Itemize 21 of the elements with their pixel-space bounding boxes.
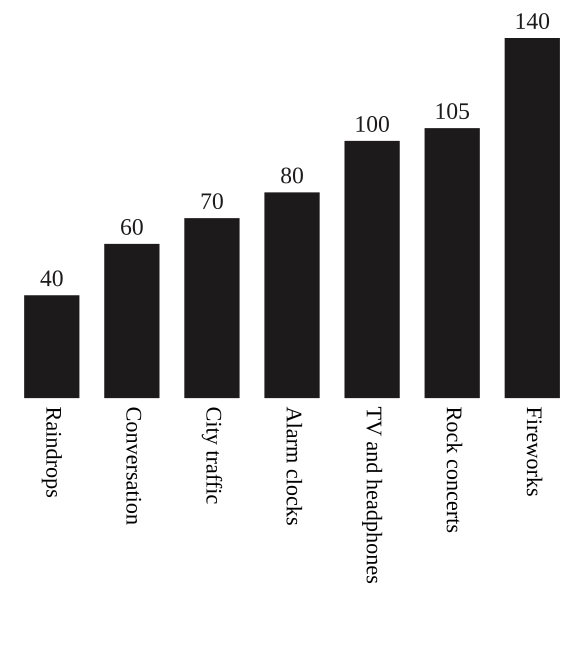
data-label: 100 [356, 116, 389, 132]
x-tick-label: Conversation [126, 407, 142, 525]
x-tick-label: City traffic [202, 407, 222, 504]
data-label: 60 [121, 218, 143, 235]
x-tick-label: Alarm clocks [286, 406, 302, 525]
x-tick-label: Raindrops [42, 407, 62, 498]
x-tick-label: Rock concerts [446, 407, 462, 532]
bar [184, 218, 240, 398]
data-label: 105 [436, 103, 469, 120]
x-tick-label: TV and headphones [362, 406, 382, 584]
bar [264, 192, 320, 398]
bar [504, 38, 560, 398]
bar [24, 295, 80, 398]
bar [424, 128, 480, 398]
bar [104, 244, 160, 398]
x-tick-label: Fireworks [526, 407, 542, 496]
bar [344, 140, 400, 398]
data-label: 40 [40, 270, 63, 286]
data-label: 140 [516, 13, 550, 30]
data-label: 80 [281, 167, 303, 184]
data-label: 70 [202, 193, 223, 210]
